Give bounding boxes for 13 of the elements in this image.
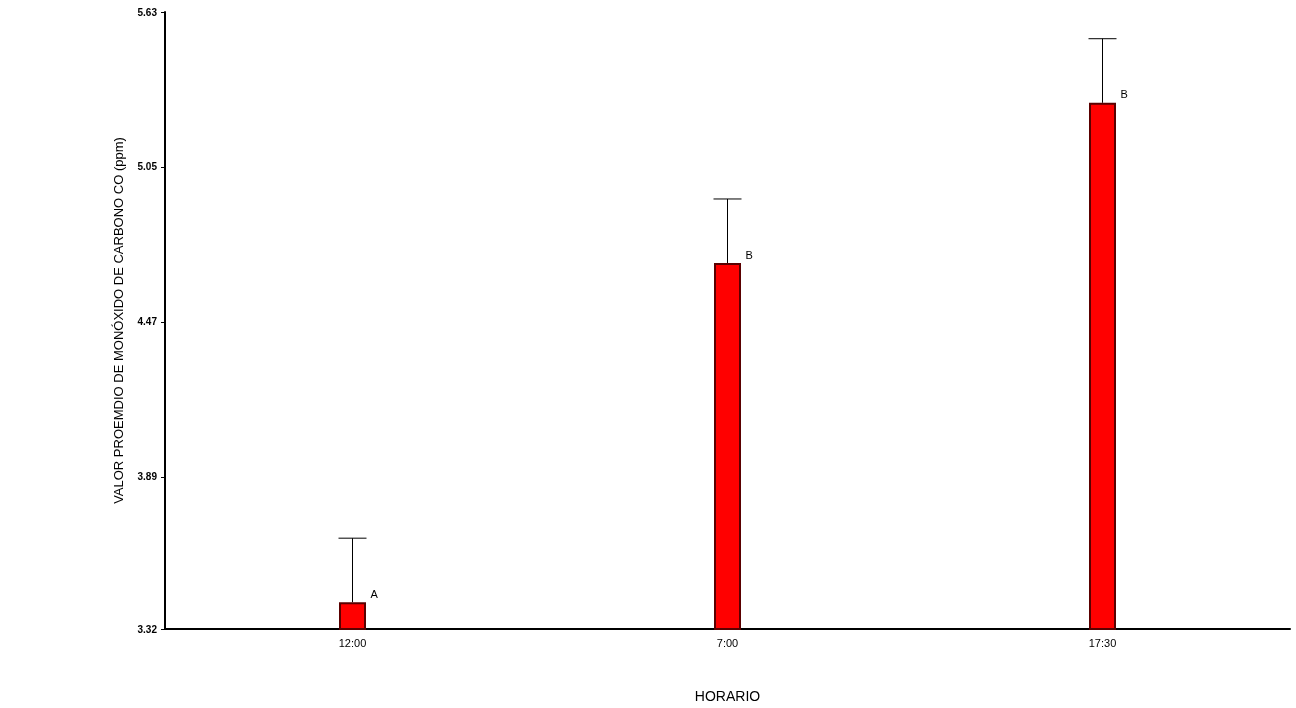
annotation: B bbox=[745, 248, 753, 261]
x-tick-label: 17:30 bbox=[1088, 636, 1117, 649]
y-tick-label: 3.32 bbox=[137, 623, 158, 635]
x-tick-label: 12:00 bbox=[338, 636, 367, 649]
y-tick-label: 3.89 bbox=[137, 471, 158, 483]
annotation: B bbox=[1120, 88, 1128, 101]
x-tick-label: 7:00 bbox=[716, 636, 739, 649]
annotation: A bbox=[370, 587, 379, 600]
y-tick-label: 5.63 bbox=[137, 6, 158, 18]
x-axis-title: HORARIO bbox=[694, 688, 761, 704]
y-axis-title: VALOR PROEMDIO DE MONÓXIDO DE CARBONO CO (ppm) bbox=[111, 137, 126, 504]
y-tick-label: 5.05 bbox=[137, 161, 158, 173]
y-tick-label: 4.47 bbox=[137, 316, 158, 328]
